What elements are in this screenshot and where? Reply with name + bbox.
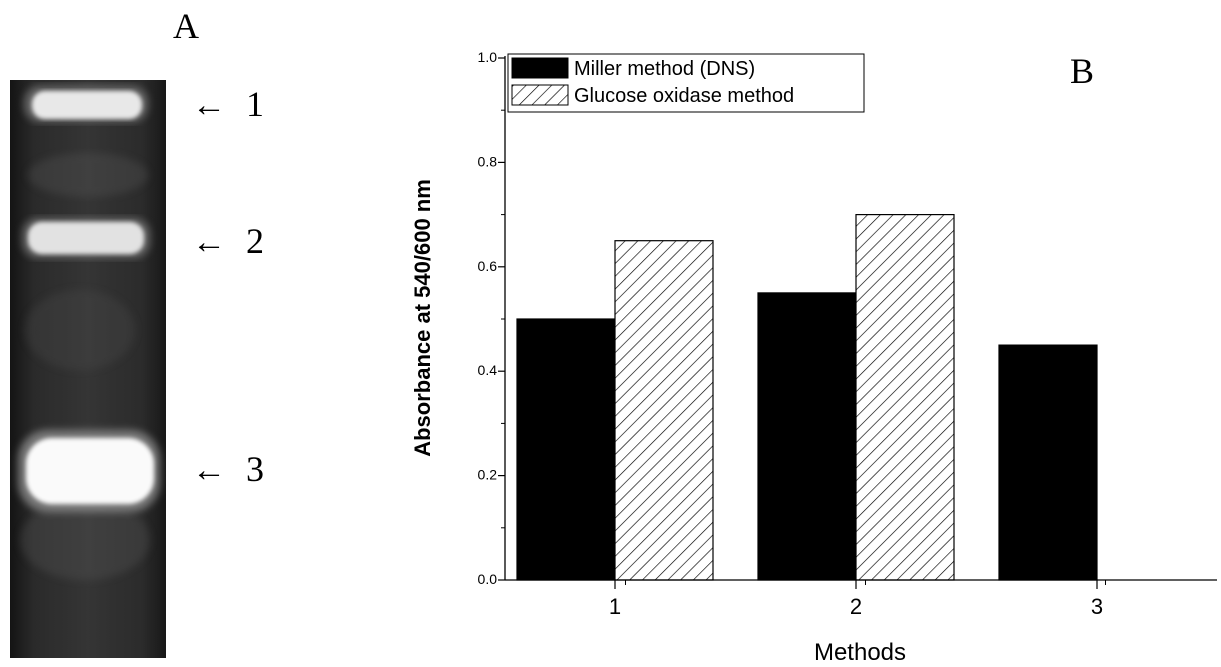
y-tick-label: 0.4	[478, 362, 498, 378]
lane-marker-number: 2	[246, 221, 264, 261]
arrow-left-icon: ←	[192, 87, 226, 124]
x-ticks: 1 2 3	[609, 580, 1106, 619]
legend-label-series2: Glucose oxidase method	[574, 85, 794, 107]
y-tick-label: 1.0	[478, 49, 498, 65]
x-tick-label: 1	[609, 594, 621, 619]
panel-a-label: A	[173, 6, 199, 46]
lane-marker-3: ← 3	[192, 449, 264, 489]
y-tick-label: 0.0	[478, 571, 498, 587]
gel-band-2	[22, 218, 150, 258]
lane-marker-1: ← 1	[192, 84, 264, 124]
y-tick-label: 0.2	[478, 467, 498, 483]
arrow-left-icon: ←	[192, 452, 226, 489]
lane-marker-2: ← 2	[192, 221, 264, 261]
x-tick-label: 2	[850, 594, 862, 619]
gel-band-1	[24, 86, 148, 122]
y-ticks: 0.0 0.2 0.4 0.6 0.8 1.0	[478, 49, 505, 587]
legend-swatch-series2	[511, 84, 569, 106]
plot-bars	[516, 214, 1098, 581]
bar-series2-cat2	[855, 214, 955, 581]
arrow-left-icon: ←	[192, 224, 226, 261]
lane-marker-number: 3	[246, 449, 264, 489]
legend-swatch-series1	[511, 57, 569, 79]
bar-series1-cat3	[998, 344, 1098, 581]
lane-marker-number: 1	[246, 84, 264, 124]
x-axis-label: Methods	[814, 639, 906, 666]
panel-b-label: B	[1070, 51, 1094, 91]
bar-series2-cat1	[614, 240, 714, 581]
y-tick-label: 0.6	[478, 258, 498, 274]
x-tick-label: 3	[1091, 594, 1103, 619]
chart-panel-b: B 0.0 0.2 0.4 0.6 0.8 1.0 1 2 3 Absorbance at 5…	[410, 49, 1217, 666]
bar-series1-cat1	[516, 318, 616, 581]
bar-series1-cat2	[757, 292, 857, 581]
legend-label-series1: Miller method (DNS)	[574, 58, 755, 80]
legend: Miller method (DNS) Glucose oxidase metho…	[507, 53, 865, 113]
gel-band-3	[18, 430, 160, 512]
y-tick-label: 0.8	[478, 153, 498, 169]
y-axis-label: Absorbance at 540/600 nm	[410, 179, 435, 457]
panel-a: A ← 1 ←	[10, 6, 264, 658]
gel-lane-image	[10, 80, 166, 658]
